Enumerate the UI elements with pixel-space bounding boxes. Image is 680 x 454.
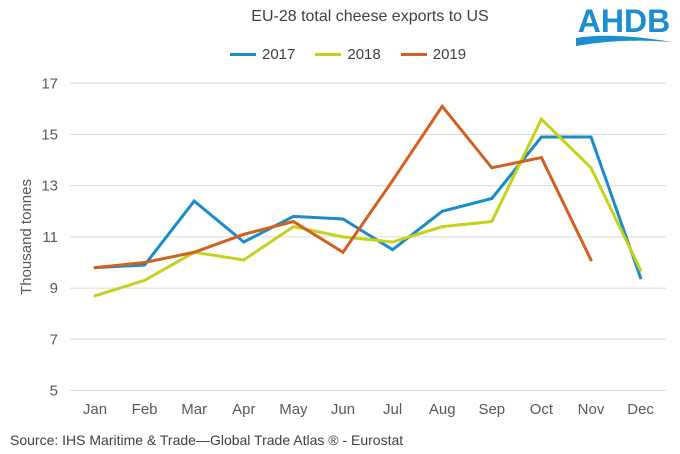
x-tick-label: Mar (181, 401, 207, 418)
x-tick-label: Sep (478, 401, 505, 418)
legend-item-2017: 2017 (230, 46, 295, 63)
data-point-2018-Feb (143, 278, 147, 282)
data-point-2017-Nov (589, 135, 593, 139)
series-line-2019 (94, 103, 593, 270)
x-tick-label: Apr (232, 401, 255, 418)
data-point-2017-Jun (341, 217, 345, 221)
data-point-2019-Jul (391, 179, 395, 183)
series-line-2017 (94, 135, 643, 279)
y-tick-label: 13 (41, 178, 58, 195)
legend: 2017 2018 2019 (230, 46, 466, 63)
legend-label-2018: 2018 (347, 46, 381, 63)
y-tick-label: 5 (50, 383, 58, 400)
x-tick-label: Nov (578, 401, 605, 418)
y-axis-label: Thousand tonnes (18, 179, 35, 295)
legend-item-2018: 2018 (315, 46, 381, 63)
ahdb-logo: AHDB (576, 3, 672, 46)
data-point-2018-Sep (490, 220, 494, 224)
data-point-2019-Aug (440, 104, 444, 108)
data-point-2017-Mar (192, 199, 196, 203)
legend-label-2019: 2019 (432, 46, 467, 63)
x-tick-label: May (279, 401, 308, 418)
data-point-2019-Nov (589, 258, 593, 262)
data-point-2018-Dec (639, 268, 643, 272)
x-tick-label: Oct (530, 401, 554, 418)
y-tick-label: 11 (42, 229, 58, 246)
data-point-2019-Oct (539, 156, 543, 160)
x-tick-label: Aug (429, 401, 456, 418)
data-point-2019-May (291, 220, 295, 224)
x-tick-label: Jul (383, 401, 402, 418)
y-tick-label: 15 (41, 127, 58, 144)
data-point-2017-May (291, 214, 295, 218)
svg-text:AHDB: AHDB (578, 3, 670, 39)
legend-item-2019: 2019 (400, 46, 467, 63)
data-point-2017-Feb (143, 263, 147, 267)
data-point-2017-Dec (639, 276, 643, 280)
data-point-2017-Apr (242, 240, 246, 244)
data-point-2017-Jul (391, 248, 395, 252)
data-point-2017-Sep (490, 197, 494, 200)
data-point-2018-Jul (391, 240, 395, 244)
data-point-2019-Jun (341, 250, 345, 254)
legend-label-2017: 2017 (262, 46, 296, 63)
x-tick-label: Jun (331, 401, 355, 418)
chart-title: EU-28 total cheese exports to US (251, 8, 489, 25)
y-tick-label: 17 (41, 75, 58, 92)
data-point-2018-Oct (539, 117, 543, 121)
data-point-2019-Sep (490, 166, 494, 170)
y-tick-label: 9 (50, 280, 58, 297)
data-point-2019-Mar (192, 250, 196, 254)
x-tick-label: Dec (627, 401, 654, 418)
data-point-2019-Feb (143, 261, 147, 264)
legend-swatch-2019 (400, 53, 427, 56)
data-point-2019-Jan (93, 266, 97, 270)
x-tick-label: Feb (132, 401, 158, 418)
data-point-2018-Jan (93, 294, 97, 298)
data-point-2018-May (291, 225, 295, 229)
source-note: Source: IHS Maritime & Trade—Global Trad… (10, 432, 404, 448)
data-point-2017-Oct (539, 135, 543, 139)
data-point-2017-Aug (440, 209, 444, 213)
data-point-2018-Jun (341, 235, 345, 239)
data-point-2018-Aug (440, 225, 444, 229)
y-tick-label: 7 (50, 331, 58, 348)
legend-swatch-2018 (315, 53, 342, 56)
x-tick-label: Jan (83, 401, 107, 418)
data-point-2019-Apr (242, 232, 246, 236)
legend-swatch-2017 (230, 53, 256, 56)
data-point-2018-Nov (589, 166, 593, 170)
series-line-2018 (94, 116, 642, 298)
data-point-2018-Apr (242, 258, 246, 262)
